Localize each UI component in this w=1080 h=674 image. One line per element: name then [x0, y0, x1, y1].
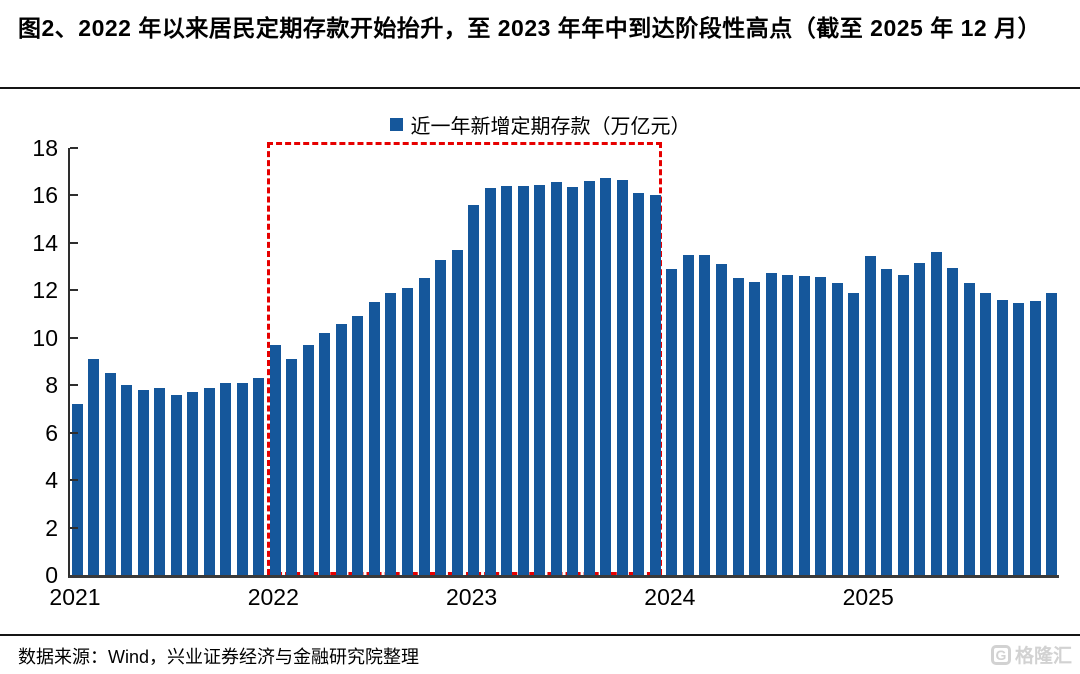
bar: [881, 268, 893, 575]
y-axis-label: 0: [45, 562, 58, 588]
bar: [600, 177, 612, 575]
x-axis-label: 2025: [842, 584, 894, 610]
bar: [104, 373, 116, 575]
y-axis-tick: [70, 194, 78, 197]
y-axis-tick: [70, 526, 78, 529]
bar: [170, 394, 182, 575]
y-axis-label: 18: [32, 135, 58, 161]
bar: [930, 252, 942, 575]
bar: [335, 323, 347, 575]
y-axis-label: 12: [32, 277, 58, 304]
bar: [649, 195, 661, 575]
bar: [699, 254, 711, 575]
bar: [666, 268, 678, 575]
bar: [253, 378, 265, 575]
bar: [583, 181, 595, 575]
bar: [203, 387, 215, 575]
bar: [914, 263, 926, 575]
logo-text: 格隆汇: [1014, 646, 1072, 667]
bar: [236, 382, 248, 575]
bar: [501, 185, 513, 575]
bar: [682, 254, 694, 575]
y-axis-tick: [70, 147, 78, 149]
figure-title: 图2、2022 年以来居民定期存款开始抬升，至 2023 年年中到达阶段性高点（…: [18, 15, 1042, 41]
bar: [848, 292, 860, 575]
bar: [633, 193, 645, 575]
bar: [798, 276, 810, 575]
bar: [385, 292, 397, 575]
y-axis-label: 6: [45, 419, 58, 446]
bar: [286, 359, 298, 575]
bar: [451, 250, 463, 575]
bar: [897, 274, 909, 575]
x-axis-label: 2021: [49, 584, 101, 610]
bar: [749, 282, 761, 575]
bar: [947, 267, 959, 575]
bar: [963, 283, 975, 575]
bar: [88, 359, 100, 575]
bar: [616, 180, 628, 575]
bar: [1029, 301, 1041, 575]
bar: [137, 389, 149, 575]
bar: [831, 283, 843, 575]
bar: [187, 392, 199, 575]
logo-g-icon: G: [990, 644, 1011, 665]
x-axis-label: 2022: [247, 584, 299, 610]
y-axis-tick: [70, 241, 78, 244]
bar: [782, 274, 794, 575]
legend-swatch-icon: [389, 118, 403, 131]
bar: [418, 278, 430, 575]
bar: [302, 344, 314, 575]
title-divider: [0, 87, 1080, 89]
bar: [121, 385, 133, 575]
x-axis-label: 2024: [644, 584, 696, 610]
bar: [517, 185, 529, 575]
bar: [715, 264, 727, 575]
bar: [468, 204, 480, 575]
chart-legend: 近一年新增定期存款（万亿元）: [0, 110, 1080, 139]
bar: [319, 333, 331, 575]
bar: [550, 182, 562, 575]
gelonghui-logo: G 格隆汇: [990, 641, 1072, 668]
y-axis-tick: [70, 336, 78, 339]
plot-area: [68, 142, 1059, 578]
bar: [1013, 303, 1025, 575]
y-axis-label: 16: [32, 182, 58, 209]
bar: [71, 404, 83, 575]
bar: [996, 299, 1008, 575]
y-axis-label: 8: [45, 372, 58, 399]
bar: [368, 302, 380, 575]
footer-divider: [0, 634, 1080, 636]
y-axis-label: 14: [32, 229, 58, 256]
data-source-note: 数据来源：Wind，兴业证券经济与金融研究院整理: [18, 647, 420, 667]
bar: [980, 292, 992, 575]
bar: [1046, 292, 1058, 575]
legend-label: 近一年新增定期存款（万亿元）: [410, 116, 691, 138]
y-axis-tick: [70, 431, 78, 434]
y-axis-label: 10: [32, 324, 58, 351]
bar: [435, 259, 447, 575]
y-axis-tick: [70, 384, 78, 387]
y-axis-tick: [70, 479, 78, 482]
bar: [567, 187, 579, 575]
y-axis-label: 2: [45, 514, 58, 541]
bar: [269, 344, 281, 575]
y-axis-tick: [70, 289, 78, 292]
bar: [352, 316, 364, 575]
bar: [864, 255, 876, 575]
bar: [815, 277, 827, 575]
bar: [220, 382, 232, 575]
bar: [765, 272, 777, 575]
bar: [534, 184, 546, 575]
x-axis-label: 2023: [446, 584, 498, 610]
bar: [732, 278, 744, 575]
bar: [402, 287, 413, 575]
bar: [154, 387, 166, 575]
y-axis-label: 4: [45, 467, 58, 494]
bar: [484, 188, 496, 575]
